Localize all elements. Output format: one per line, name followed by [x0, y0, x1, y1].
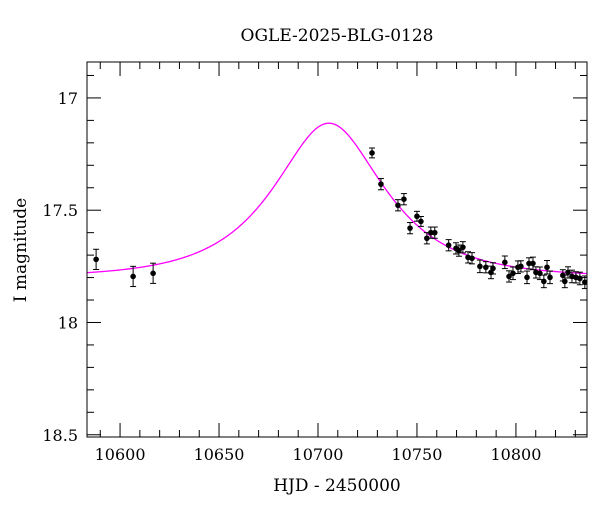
data-point: [517, 260, 524, 273]
point-marker: [577, 275, 583, 282]
data-point: [417, 215, 424, 227]
data-point: [150, 262, 157, 284]
data-point: [509, 266, 516, 281]
plot-frame: [86, 61, 588, 438]
data-point: [476, 259, 483, 274]
data-point: [489, 262, 496, 275]
x-tick-label: 10600: [95, 445, 146, 464]
point-marker: [418, 218, 424, 225]
point-marker: [483, 264, 489, 271]
data-point: [377, 178, 384, 191]
point-marker: [526, 260, 532, 267]
data-points-group: [93, 147, 587, 290]
point-marker: [456, 247, 462, 254]
point-marker: [547, 274, 553, 281]
point-marker: [510, 270, 516, 277]
point-marker: [544, 264, 550, 271]
point-marker: [460, 244, 466, 251]
point-marker: [93, 256, 99, 263]
point-marker: [378, 181, 384, 187]
data-point: [544, 260, 551, 275]
x-tick-label: 10800: [490, 445, 541, 464]
data-point: [423, 232, 430, 245]
y-tick-label: 18.5: [42, 426, 78, 445]
chart-title: OGLE-2025-BLG-0128: [241, 26, 434, 46]
data-point: [501, 255, 508, 270]
point-marker: [428, 229, 434, 236]
data-point: [540, 274, 547, 289]
point-marker: [150, 270, 156, 277]
point-marker: [502, 259, 508, 266]
data-point: [506, 270, 513, 283]
data-point: [93, 248, 100, 270]
data-point: [400, 193, 407, 206]
point-marker: [369, 150, 375, 156]
data-point: [576, 271, 583, 286]
point-marker: [530, 260, 536, 267]
point-marker: [565, 269, 571, 276]
data-point: [468, 252, 475, 265]
point-marker: [541, 278, 547, 285]
y-axis-label: I magnitude: [11, 198, 31, 302]
point-marker: [582, 279, 587, 286]
point-marker: [407, 225, 413, 231]
x-axis-label: HJD - 2450000: [273, 476, 401, 496]
point-marker: [395, 202, 401, 209]
data-point: [524, 270, 531, 285]
y-tick-label: 17: [58, 89, 78, 108]
point-marker: [524, 274, 530, 281]
data-point: [455, 244, 462, 257]
point-marker: [130, 273, 136, 280]
point-marker: [414, 213, 420, 220]
point-marker: [445, 242, 452, 249]
x-tick-label: 10700: [293, 445, 344, 464]
point-marker: [506, 273, 512, 280]
y-tick-label: 18: [58, 313, 78, 332]
x-tick-label: 10750: [392, 445, 443, 464]
model-curve: [87, 122, 587, 275]
axis-ticks: [87, 62, 587, 437]
point-marker: [431, 229, 438, 236]
data-point: [561, 274, 568, 289]
point-marker: [490, 265, 496, 272]
data-point: [445, 239, 452, 252]
y-tick-label: 17.5: [42, 201, 78, 220]
data-point: [431, 226, 438, 239]
data-point: [526, 257, 533, 270]
data-point: [482, 261, 489, 274]
data-point: [394, 199, 401, 212]
point-marker: [424, 235, 430, 242]
point-marker: [401, 196, 407, 203]
data-point: [369, 147, 376, 159]
data-point: [529, 256, 536, 271]
data-point: [546, 270, 553, 285]
data-point: [407, 222, 414, 235]
x-tick-label: 10650: [194, 445, 245, 464]
data-point: [130, 265, 137, 288]
point-marker: [477, 263, 483, 270]
point-marker: [518, 263, 524, 270]
point-marker: [562, 278, 568, 285]
data-point: [459, 241, 466, 254]
model-curve-group: [87, 122, 587, 275]
point-marker: [469, 255, 475, 262]
axis-tick-labels: 10600 10650 10700 10750 10800 17 17.5 18 18.5: [42, 89, 541, 464]
